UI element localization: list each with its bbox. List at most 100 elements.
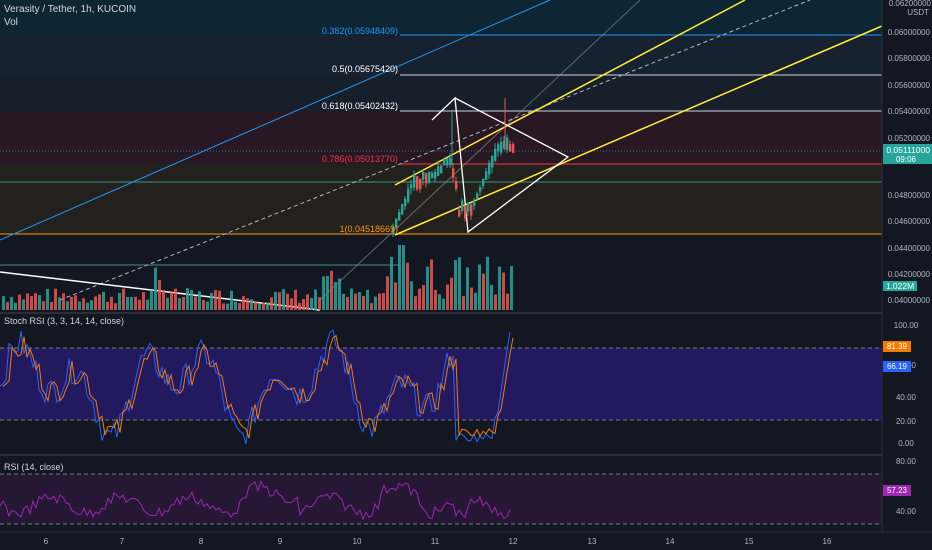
volume-bar — [2, 296, 5, 310]
volume-bar — [110, 296, 113, 310]
candle-body — [461, 200, 464, 211]
volume-bar — [170, 292, 173, 310]
volume-bar — [186, 288, 189, 310]
volume-bar — [278, 292, 281, 310]
volume-bar — [58, 297, 61, 310]
volume-bar — [262, 302, 265, 310]
volume-label[interactable]: Vol — [4, 17, 18, 28]
rsi-tick: 80.00 — [896, 457, 917, 466]
candle-body — [467, 203, 470, 212]
time-label: 10 — [353, 537, 362, 546]
volume-bar — [390, 256, 393, 310]
stoch-tick: 40.00 — [896, 393, 917, 402]
triangle-pattern — [431, 96, 570, 234]
rsi-title[interactable]: RSI (14, close) — [4, 462, 64, 472]
volume-bar — [346, 296, 349, 310]
volume-bars — [2, 245, 513, 310]
volume-bar — [10, 296, 13, 310]
candle-body — [440, 165, 443, 173]
symbol-title[interactable]: Verasity / Tether, 1h, KUCOIN — [4, 4, 136, 15]
volume-bar — [446, 284, 449, 310]
volume-bar — [470, 287, 473, 310]
volume-bar — [430, 259, 433, 310]
volume-bar — [358, 291, 361, 310]
price-tick: 0.05800000 — [888, 54, 931, 63]
time-label: 7 — [120, 537, 125, 546]
volume-bar — [134, 296, 137, 310]
candle-body — [395, 218, 398, 228]
stoch-d-tag: 66.19 — [883, 361, 911, 372]
candle-body — [398, 211, 401, 221]
volume-bar — [306, 294, 309, 310]
volume-bar — [378, 293, 381, 310]
fib-label-0.618: 0.618(0.05402432) — [322, 101, 398, 111]
candle-body — [431, 172, 434, 179]
volume-bar — [54, 288, 57, 310]
volume-bar — [198, 291, 201, 310]
volume-bar — [506, 293, 509, 310]
candle-body — [476, 193, 479, 199]
candle-body — [455, 181, 458, 189]
volume-bar — [114, 303, 117, 310]
stoch-rsi-pane[interactable]: Stoch RSI (3, 3, 14, 14, close) — [0, 316, 882, 445]
volume-bar — [290, 298, 293, 310]
fib-label-0.5: 0.5(0.05675420) — [332, 64, 398, 74]
volume-bar — [206, 301, 209, 310]
volume-bar — [94, 296, 97, 310]
volume-bar — [78, 301, 81, 310]
volume-bar — [374, 296, 377, 310]
svg-text:81.39: 81.39 — [887, 342, 908, 351]
time-label: 16 — [823, 537, 832, 546]
candle-body — [497, 144, 500, 152]
stoch-k-tag: 81.39 — [883, 341, 911, 352]
time-axis[interactable]: 6 7 8 9 10 11 12 13 14 15 16 — [0, 531, 932, 550]
volume-bar — [486, 256, 489, 310]
yellow-channel-upper — [394, 0, 746, 186]
grey-trendline — [319, 0, 641, 301]
volume-bar — [350, 288, 353, 310]
candle-body — [458, 209, 461, 217]
volume-bar — [226, 303, 229, 310]
stoch-rsi-title[interactable]: Stoch RSI (3, 3, 14, 14, close) — [4, 316, 124, 326]
volume-bar — [38, 295, 41, 310]
volume-bar — [90, 300, 93, 310]
volume-bar — [406, 262, 409, 310]
volume-bar — [386, 276, 389, 310]
candle-body — [512, 144, 515, 153]
time-label: 13 — [588, 537, 597, 546]
volume-bar — [466, 267, 469, 310]
volume-bar — [214, 290, 217, 310]
volume-bar — [34, 293, 37, 310]
volume-bar — [70, 296, 73, 310]
volume-bar — [478, 264, 481, 310]
price-pane[interactable]: 0.382(0.05948409) 0.5(0.05675420) 0.618(… — [0, 0, 883, 311]
volume-bar — [118, 293, 121, 310]
price-tick: 0.04800000 — [888, 191, 931, 200]
candle-body — [482, 178, 485, 186]
volume-bar — [258, 303, 261, 310]
candle-body — [404, 198, 407, 206]
rsi-pane[interactable]: RSI (14, close) — [0, 462, 882, 525]
time-label: 11 — [431, 537, 440, 546]
volume-bar — [238, 303, 241, 310]
candle-body — [425, 173, 428, 184]
volume-bar — [462, 296, 465, 310]
volume-bar — [102, 291, 105, 310]
volume-bar — [510, 266, 513, 310]
yellow-channel-lower — [394, 25, 883, 236]
time-label: 15 — [745, 537, 754, 546]
price-axis[interactable]: 0.06200000 USDT 0.06000000 0.05800000 0.… — [881, 0, 932, 532]
svg-text:1.022M: 1.022M — [886, 281, 914, 291]
candle-body — [488, 162, 491, 175]
volume-bar — [246, 298, 249, 310]
volume-bar — [422, 285, 425, 310]
volume-bar — [434, 289, 437, 310]
volume-bar — [266, 302, 269, 310]
volume-bar — [438, 294, 441, 310]
volume-bar — [394, 282, 397, 310]
volume-bar — [330, 270, 333, 310]
volume-bar — [126, 296, 129, 310]
volume-bar — [274, 291, 277, 310]
fib-zone-0.786 — [0, 111, 882, 164]
